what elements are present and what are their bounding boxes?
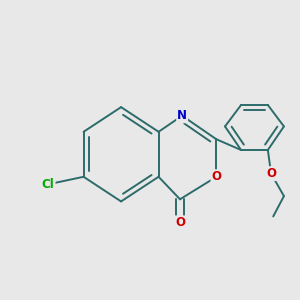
Text: N: N (177, 109, 187, 122)
Text: O: O (212, 170, 221, 183)
Text: Cl: Cl (42, 178, 55, 191)
Text: O: O (266, 167, 276, 180)
Text: O: O (175, 216, 185, 230)
